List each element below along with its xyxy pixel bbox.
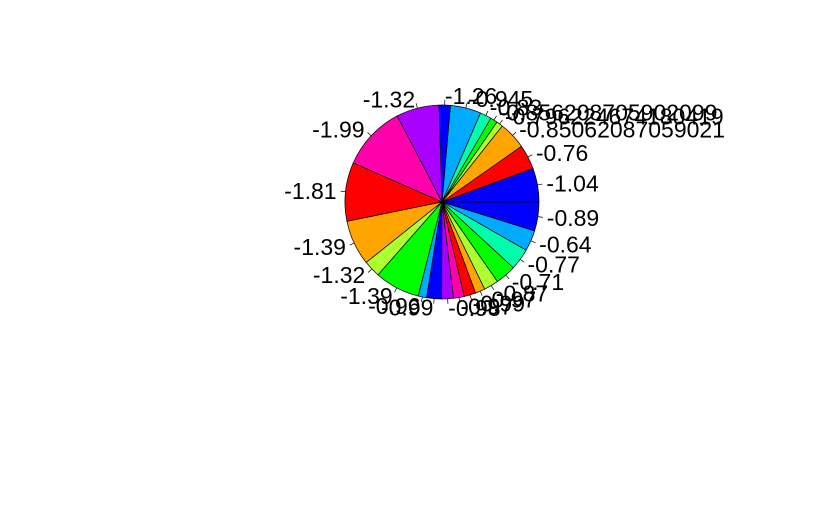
pie-label-16: -0.98 (448, 295, 500, 321)
pie-label-22: -0.77 (528, 252, 580, 278)
pie-label-20: -0.87 (496, 280, 548, 306)
pie-tick-20 (490, 285, 495, 291)
pie-label-4: -0.856208705902099 (499, 99, 718, 125)
pie-tick-12 (367, 268, 373, 273)
pie-label-12: -1.32 (313, 262, 365, 288)
pie-label-23: -0.64 (539, 231, 592, 257)
pie-label-1: -0.76 (536, 140, 588, 166)
pie-label-5: -0.83 (490, 94, 542, 120)
pie-tick-1 (527, 154, 533, 158)
pie-tick-23 (530, 240, 536, 244)
pie-label-14: -0.96 (368, 293, 420, 319)
pie-tick-18 (469, 294, 472, 300)
pie-label-15: -0.99 (381, 295, 433, 321)
pie-label-0: -1.04 (546, 170, 599, 196)
pie-tick-4 (493, 115, 497, 121)
pie-tick-10 (340, 190, 346, 193)
pie-label-24: -0.89 (547, 205, 599, 231)
pie-label-7: -1.26 (445, 83, 497, 109)
pie-tick-13 (394, 287, 398, 293)
pie-label-18: -0.99 (473, 290, 525, 316)
pie-tick-5 (485, 110, 489, 116)
pie-tick-21 (505, 274, 510, 280)
pie-tick-6 (465, 103, 468, 109)
pie-tick-8 (415, 103, 418, 109)
pie-tick-11 (349, 242, 355, 246)
pie-label-19: -0.97 (484, 286, 536, 312)
pie-label-9: -1.99 (312, 117, 364, 143)
pie-tick-9 (367, 132, 372, 136)
pie-tick-2 (512, 131, 517, 136)
pie-label-13: -1.39 (340, 283, 392, 309)
pie-label-2: -0.85062087059021 (519, 116, 725, 142)
pie-tick-3 (499, 119, 503, 125)
pie-slices (344, 104, 540, 300)
pie-tick-19 (479, 291, 483, 296)
pie-label-3: -0.796224674180419 (505, 104, 724, 130)
pie-labels: -1.04 -0.76-0.85062087059021-0.7962246741… (284, 83, 725, 321)
pie-tick-17 (458, 297, 461, 303)
pie-label-10: -1.81 (284, 178, 336, 204)
pie-label-11: -1.39 (294, 234, 346, 260)
pie-tick-22 (520, 259, 525, 263)
pie-label-8: -1.32 (363, 86, 415, 112)
pie-tick-0 (537, 183, 543, 186)
pie-label-6: -0.945 (468, 86, 533, 112)
pie-tick-14 (421, 296, 423, 302)
pie-label-17: -0.97 (461, 293, 513, 319)
pie-label-21: -0.71 (512, 269, 564, 295)
pie-tick-24 (537, 216, 543, 218)
